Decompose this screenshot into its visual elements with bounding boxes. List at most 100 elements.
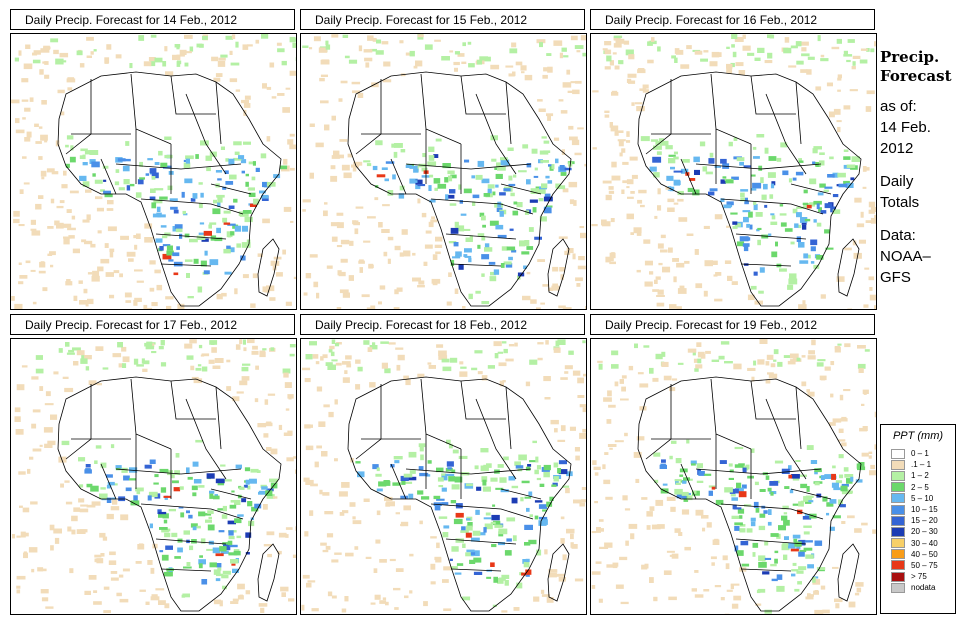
legend-label: 10 – 15 (911, 505, 938, 515)
country-border (405, 163, 532, 170)
country-border (430, 198, 534, 215)
legend-item: 10 – 15 (891, 504, 955, 515)
country-border (210, 488, 252, 500)
country-border (140, 503, 244, 520)
country-border (735, 538, 807, 545)
legend-item: > 75 (891, 571, 955, 582)
data-source-1: NOAA– (880, 248, 931, 265)
map-svg (591, 339, 876, 614)
heading-line-1: Precip. (880, 48, 940, 66)
legend-swatch (891, 549, 905, 560)
country-border (215, 386, 222, 450)
country-border (795, 386, 802, 450)
country-border (445, 538, 517, 545)
country-border (115, 163, 242, 170)
legend-label: 50 – 75 (911, 560, 938, 570)
forecast-panel-feb-16: Daily Precip. Forecast for 16 Feb., 2012 (590, 9, 877, 312)
country-border (475, 398, 517, 480)
africa-outline (347, 376, 572, 612)
legend-item: 15 – 20 (891, 515, 955, 526)
country-border (185, 398, 227, 480)
forecast-panel-feb-17: Daily Precip. Forecast for 17 Feb., 2012 (10, 314, 297, 617)
precip-map-feb-17 (10, 338, 297, 615)
map-svg (12, 339, 296, 614)
africa-outline (347, 71, 572, 307)
panel-title: Daily Precip. Forecast for 19 Feb., 2012 (590, 314, 875, 335)
country-border (160, 568, 212, 572)
country-border (695, 468, 822, 475)
madagascar-outline (547, 543, 570, 602)
panel-title: Daily Precip. Forecast for 18 Feb., 2012 (300, 314, 585, 335)
africa-outline (637, 376, 862, 612)
africa-outline (57, 71, 282, 307)
legend-item: 20 – 30 (891, 526, 955, 537)
legend-swatch (891, 470, 905, 481)
totals-line-1: Daily (880, 173, 914, 190)
country-border (505, 386, 512, 450)
country-border (420, 378, 462, 450)
country-border (750, 75, 796, 115)
legend-swatch (891, 504, 905, 515)
country-border (160, 263, 212, 267)
madagascar-outline (837, 238, 860, 297)
country-border (450, 263, 502, 267)
madagascar-outline (257, 543, 280, 602)
totals-line-2: Totals (880, 194, 920, 211)
country-border (450, 568, 502, 572)
as-of-date: 14 Feb. (880, 119, 931, 136)
country-border (215, 81, 222, 145)
country-border (505, 81, 512, 145)
country-border (355, 384, 382, 460)
country-border (710, 378, 752, 450)
forecast-panel-feb-19: Daily Precip. Forecast for 19 Feb., 2012 (590, 314, 877, 617)
country-border (500, 488, 542, 500)
legend-label: 30 – 40 (911, 538, 938, 548)
country-border (740, 568, 792, 572)
legend-item: 5 – 10 (891, 493, 955, 504)
country-border (170, 380, 216, 420)
legend-label: > 75 (911, 572, 927, 582)
legend-label: nodata (911, 583, 936, 593)
country-border (460, 380, 506, 420)
legend-swatch (891, 459, 905, 470)
country-border (390, 158, 407, 195)
as-of-label: as of: (880, 98, 917, 115)
precip-map-feb-14 (10, 33, 297, 310)
country-border (170, 75, 216, 115)
panel-title: Daily Precip. Forecast for 16 Feb., 2012 (590, 9, 875, 30)
forecast-panel-feb-18: Daily Precip. Forecast for 18 Feb., 2012 (300, 314, 587, 617)
country-border (405, 468, 532, 475)
legend-swatch (891, 482, 905, 493)
legend-title: PPT (mm) (892, 430, 944, 442)
precip-map-feb-15 (300, 33, 587, 310)
legend-label: .1 – 1 (911, 460, 932, 470)
africa-outline (57, 376, 282, 612)
legend-item: 0 – 1 (891, 448, 955, 459)
forecast-panel-feb-14: Daily Precip. Forecast for 14 Feb., 2012 (10, 9, 297, 312)
country-border (130, 73, 172, 145)
country-border (430, 503, 534, 520)
precip-map-feb-19 (590, 338, 877, 615)
country-border (185, 93, 227, 175)
country-border (720, 503, 824, 520)
map-svg (591, 34, 876, 309)
country-border (680, 158, 697, 195)
country-border (115, 468, 242, 475)
country-border (790, 183, 832, 195)
madagascar-outline (837, 543, 860, 602)
panel-title: Daily Precip. Forecast for 17 Feb., 2012 (10, 314, 295, 335)
legend-label: 40 – 50 (911, 549, 938, 559)
data-source-2: GFS (880, 269, 911, 286)
side-info: Precip. Forecast as of: 14 Feb. 2012 Dai… (880, 48, 965, 288)
legend-swatch (891, 448, 905, 459)
country-border (100, 463, 117, 500)
country-border (140, 198, 244, 215)
country-border (645, 384, 672, 460)
country-border (500, 183, 542, 195)
legend-label: 5 – 10 (911, 493, 934, 503)
country-border (420, 73, 462, 145)
country-border (680, 463, 697, 500)
as-of-year: 2012 (880, 140, 914, 157)
legend-label: 2 – 5 (911, 482, 929, 492)
